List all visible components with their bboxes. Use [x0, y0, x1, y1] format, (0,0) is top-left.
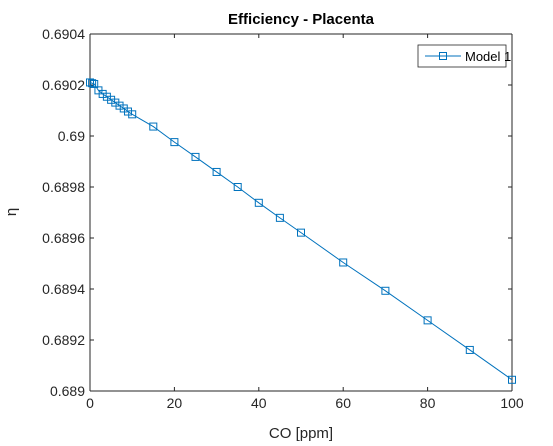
y-tick-label: 0.6892	[42, 332, 85, 348]
data-point	[254, 198, 263, 207]
x-tick-label: 0	[86, 395, 94, 411]
y-axis-label: η	[3, 208, 20, 216]
data-point	[90, 79, 99, 88]
data-point	[297, 228, 305, 237]
y-tick-label: 0.6898	[42, 179, 85, 195]
y-tick-label: 0.6896	[42, 230, 85, 246]
data-point	[149, 122, 158, 131]
chart-title: Efficiency - Placenta	[228, 11, 375, 28]
legend-box	[417, 44, 507, 68]
data-point	[123, 107, 132, 116]
data-point	[115, 101, 124, 110]
series-line	[89, 81, 513, 381]
series-layer	[86, 78, 516, 384]
x-axis-label: CO [ppm]	[269, 425, 333, 442]
x-tick-label: 60	[335, 395, 351, 411]
legend-label: Model 1	[465, 49, 511, 64]
data-point	[107, 95, 116, 104]
data-point	[98, 89, 107, 98]
y-tick-label: 0.689	[50, 383, 85, 399]
axes-box	[89, 33, 513, 392]
data-point	[128, 110, 137, 119]
data-point	[86, 78, 94, 87]
data-point	[233, 183, 242, 191]
data-point	[423, 316, 432, 325]
data-point	[170, 138, 179, 147]
x-tick-label: 100	[500, 395, 524, 411]
y-axis-ticks: 0.689 0.6892 0.6894 0.6896 0.6898 0.69 0.6902 0…	[42, 26, 512, 399]
data-point	[465, 345, 474, 354]
y-tick-label: 0.6902	[42, 77, 85, 93]
x-tick-label: 20	[167, 395, 183, 411]
data-point	[339, 258, 348, 267]
data-point	[191, 152, 200, 161]
data-point	[88, 79, 97, 88]
legend-marker	[439, 52, 447, 60]
legend: Model 1	[417, 44, 511, 68]
data-point	[381, 286, 390, 295]
y-tick-label: 0.6904	[42, 26, 85, 42]
data-point	[508, 375, 516, 384]
plot-area	[90, 34, 512, 391]
y-tick-label: 0.69	[58, 128, 85, 144]
data-point	[212, 167, 221, 176]
x-axis-ticks: 0 20 40 60 80 100	[86, 34, 524, 411]
x-tick-label: 40	[251, 395, 267, 411]
y-tick-label: 0.6894	[42, 281, 85, 297]
data-point	[275, 213, 284, 222]
x-tick-label: 80	[420, 395, 436, 411]
